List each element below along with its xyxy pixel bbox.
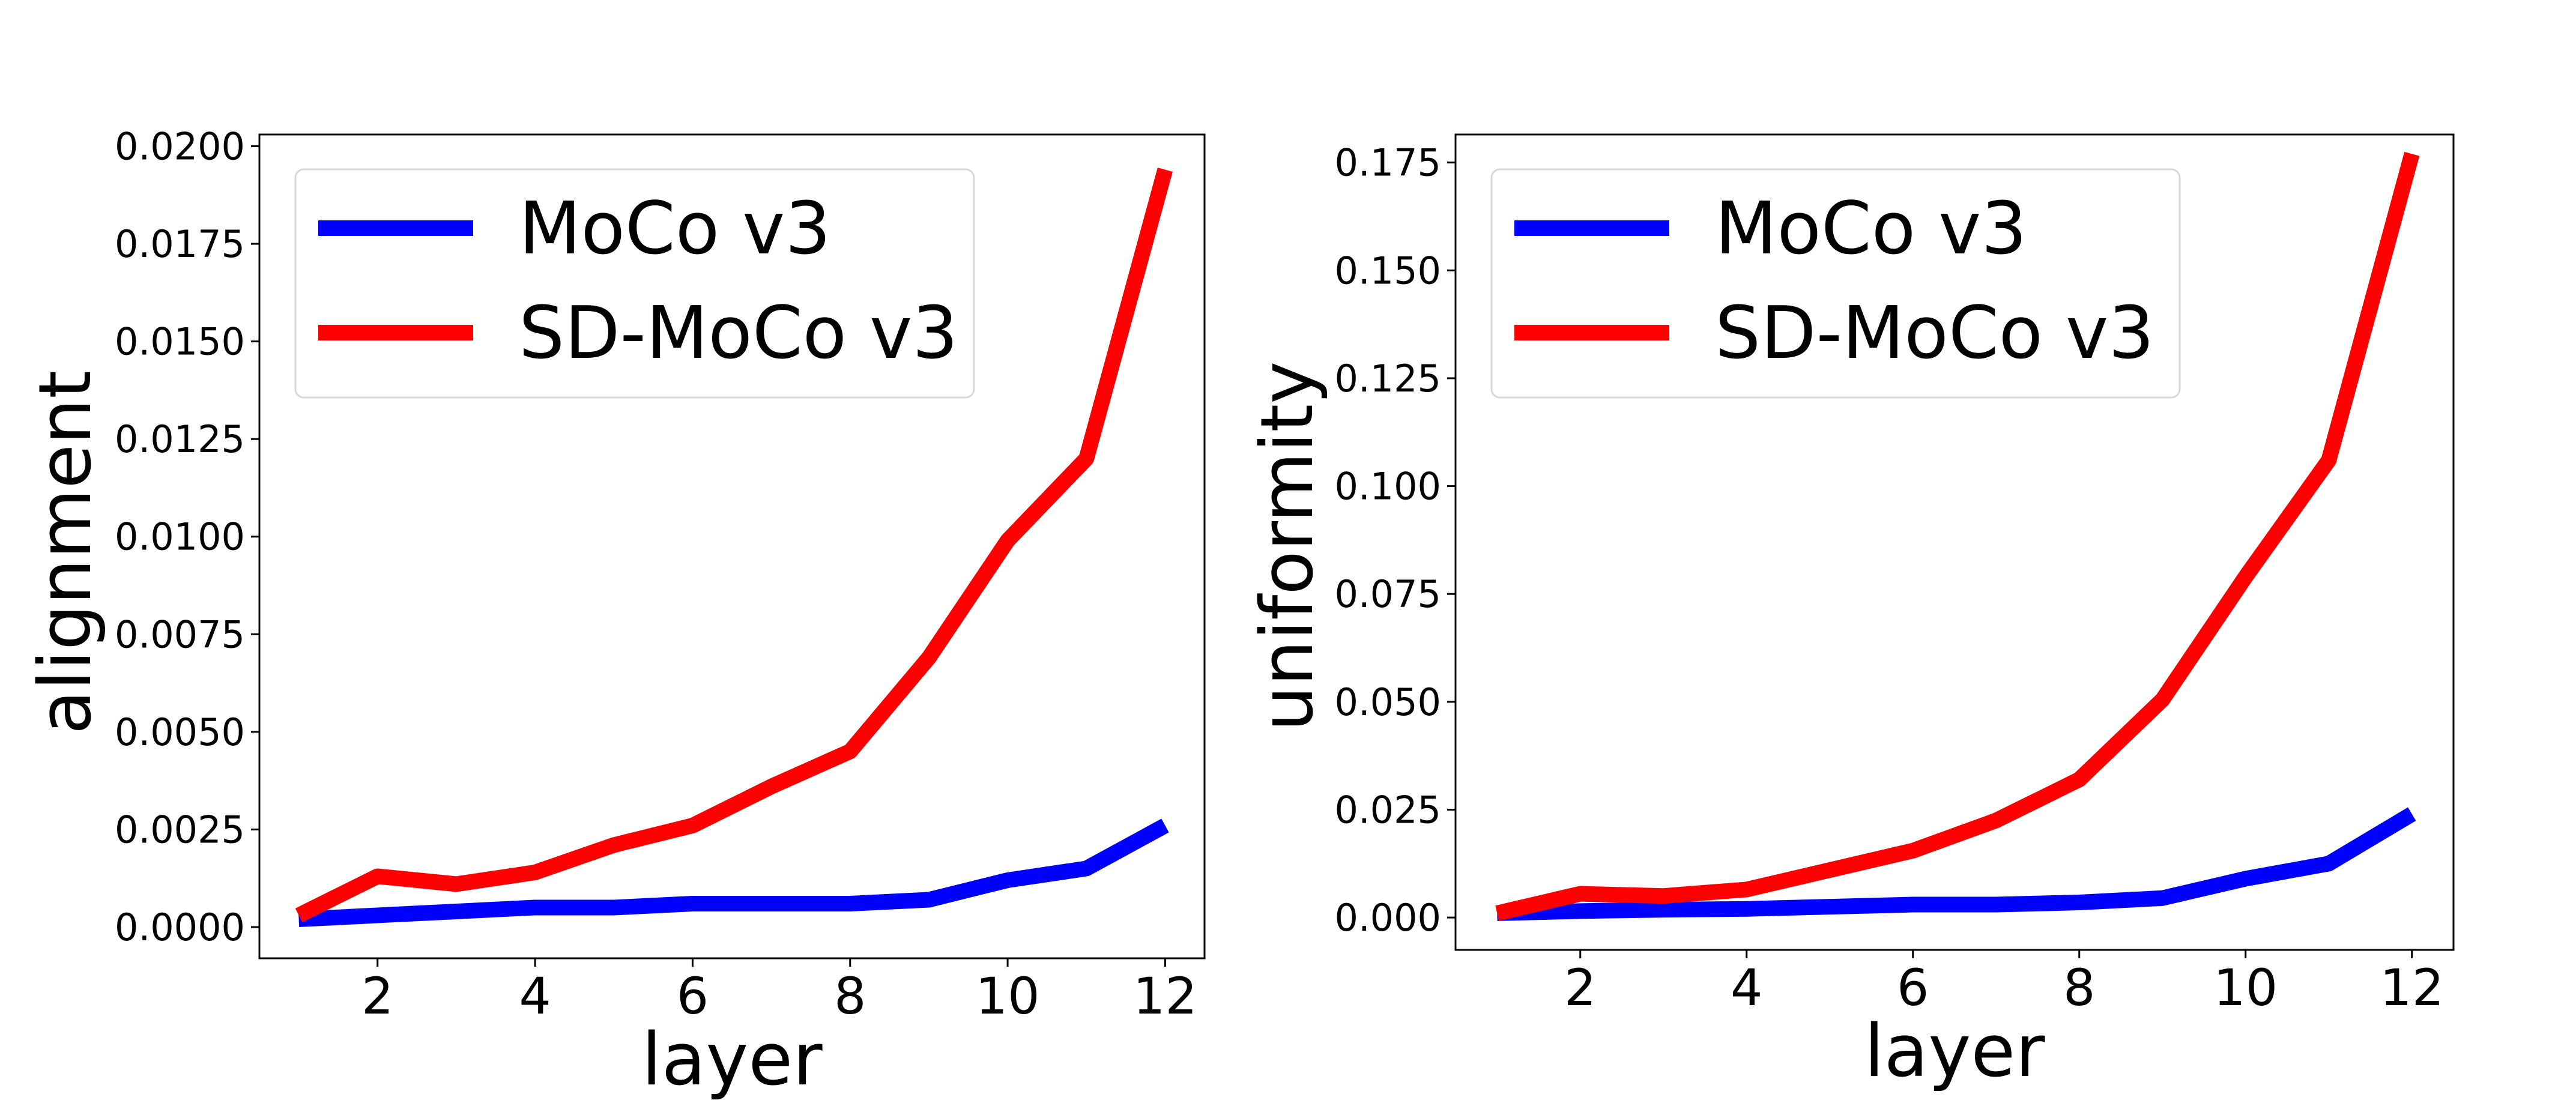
chart-panel-2: 2 4 6 8 10 12 0.000 0.025 0.050 0.075 0.100 0.125 0.… (1246, 133, 2455, 1093)
plot-frame (258, 133, 1206, 959)
legend-label: MoCo v3 (519, 187, 831, 271)
y-tick-label: 0.0175 (115, 222, 245, 266)
y-tick-label: 0.0000 (115, 905, 245, 949)
x-tick-label: 8 (834, 967, 866, 1026)
chart-panel-1: 2 4 6 8 10 12 0.0000 0.0025 0.0050 0.0075 0.0100 0.… (24, 125, 1206, 1102)
x-tick-label: 2 (361, 967, 393, 1026)
x-tick-label: 12 (1133, 967, 1197, 1026)
y-tick-label: 0.0150 (115, 320, 245, 364)
series-line-moco-v3 (1496, 807, 2416, 921)
x-tick-label: 4 (1731, 958, 1762, 1017)
x-tick-label: 6 (1897, 958, 1929, 1017)
x-tick-label: 2 (1564, 958, 1596, 1017)
x-tick-label: 6 (677, 967, 709, 1026)
legend-label: SD-MoCo v3 (519, 292, 958, 375)
y-tick-label: 0.0050 (115, 710, 245, 754)
x-axis-label: layer (1864, 1010, 2045, 1093)
legend-label: SD-MoCo v3 (1715, 292, 2154, 375)
series-line-sd-moco-v3 (295, 168, 1173, 923)
y-tick-label: 0.050 (1335, 680, 1442, 724)
x-axis-label: layer (641, 1018, 823, 1102)
y-tick-label: 0.075 (1335, 572, 1442, 616)
y-tick-label: 0.0025 (115, 808, 245, 851)
y-tick-label: 0.0100 (115, 515, 245, 559)
y-tick-label: 0.100 (1335, 465, 1442, 509)
series-line-moco-v3 (298, 818, 1169, 927)
y-tick-label: 0.175 (1335, 141, 1442, 185)
x-tick-label: 8 (2063, 958, 2095, 1017)
y-tick-label: 0.0075 (115, 612, 245, 656)
x-tick-label: 10 (976, 967, 1040, 1026)
y-axis-label: uniformity (1246, 361, 1329, 732)
legend-label: MoCo v3 (1715, 187, 2027, 271)
x-tick-label: 4 (519, 967, 551, 1026)
y-tick-label: 0.0200 (115, 125, 245, 169)
y-tick-label: 0.000 (1335, 896, 1442, 940)
x-tick-label: 10 (2213, 958, 2278, 1017)
y-tick-label: 0.0125 (115, 417, 245, 461)
y-tick-label: 0.150 (1335, 249, 1442, 292)
series-line-sd-moco-v3 (1495, 151, 2420, 921)
x-tick-label: 12 (2380, 958, 2444, 1017)
y-tick-label: 0.025 (1335, 788, 1442, 832)
y-tick-label: 0.125 (1335, 357, 1442, 400)
plot-frame (1454, 133, 2455, 951)
y-axis-label: alignment (24, 370, 107, 734)
